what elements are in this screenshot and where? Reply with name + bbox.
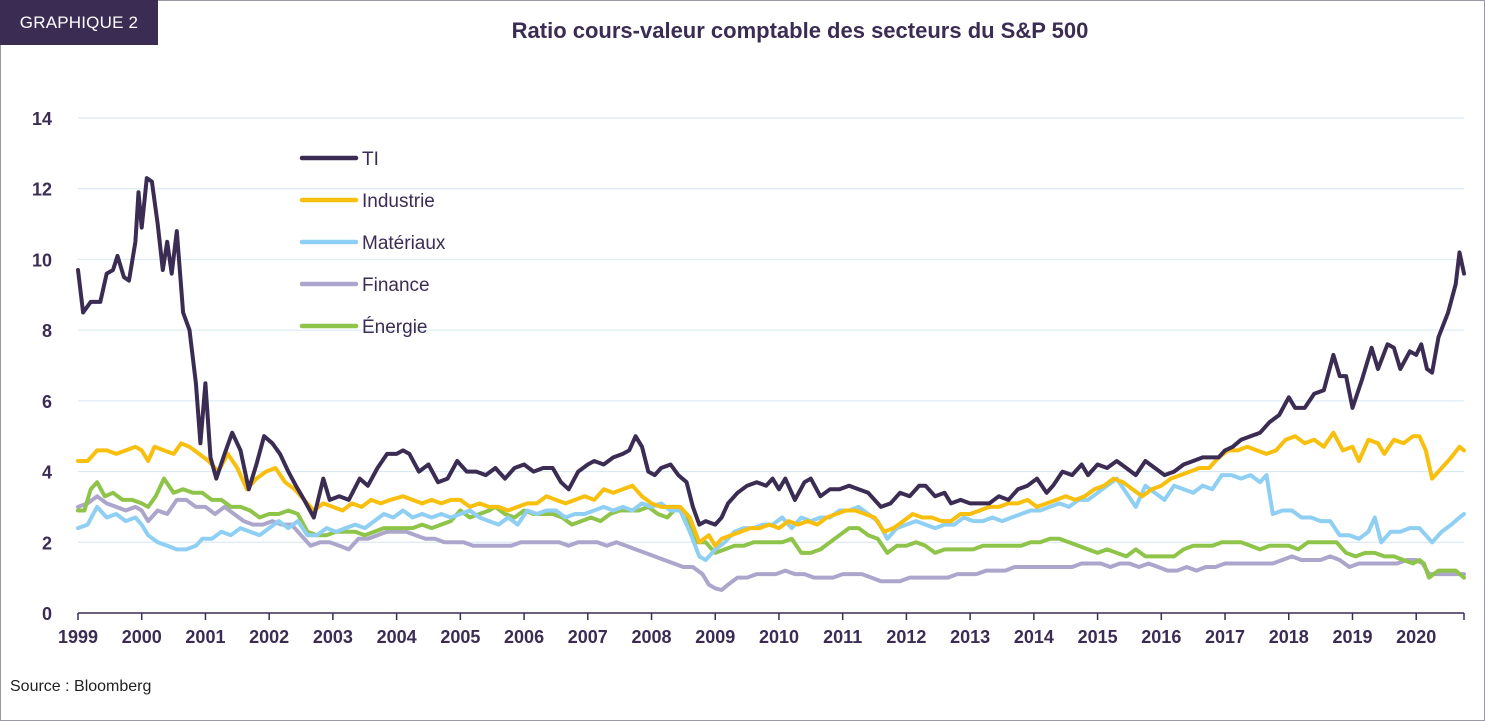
- grid-lines: [78, 117, 1464, 614]
- y-tick-label: 4: [42, 463, 52, 483]
- x-tick-label: 2008: [631, 627, 671, 647]
- x-tick-label: 2001: [185, 627, 225, 647]
- series-line-2: [76, 473, 1466, 562]
- x-tick-label: 2009: [695, 627, 735, 647]
- x-tick-label: 2019: [1332, 627, 1372, 647]
- source-note: Source : Bloomberg: [10, 678, 152, 695]
- x-axis-ticks: 1999 2000 2001 2002 2003 2004 2005 2006 2007 2008…: [58, 613, 1465, 647]
- series-line-3: [76, 494, 1466, 592]
- series-line-1: [76, 430, 1466, 548]
- x-tick-label: 2003: [313, 627, 353, 647]
- x-tick-label: 2018: [1269, 627, 1309, 647]
- x-tick-label: 2017: [1205, 627, 1245, 647]
- x-tick-label: 2002: [249, 627, 289, 647]
- x-tick-label: 2007: [568, 627, 608, 647]
- series-line-0: [76, 176, 1466, 527]
- y-tick-label: 6: [42, 392, 52, 412]
- x-tick-label: 2013: [950, 627, 990, 647]
- y-tick-label: 2: [42, 533, 52, 553]
- y-tick-label: 10: [32, 250, 52, 270]
- legend-label: Finance: [362, 275, 430, 296]
- legend-label: Matériaux: [362, 233, 446, 254]
- legend: TI Industrie Matériaux Finance Énergie: [299, 149, 446, 338]
- x-tick-label: 1999: [58, 627, 98, 647]
- x-tick-label: 2014: [1014, 627, 1054, 647]
- legend-label: Énergie: [362, 317, 428, 338]
- chart-title: Ratio cours-valeur comptable des secteur…: [511, 18, 1089, 43]
- figure-badge: GRAPHIQUE 2: [0, 0, 158, 45]
- x-tick-label: 2000: [122, 627, 162, 647]
- x-tick-label: 2005: [440, 627, 480, 647]
- legend-label: TI: [362, 149, 379, 170]
- x-tick-label: 2020: [1396, 627, 1436, 647]
- x-tick-label: 2010: [759, 627, 799, 647]
- y-tick-label: 14: [32, 109, 52, 129]
- y-tick-label: 0: [42, 604, 52, 624]
- x-tick-label: 2011: [823, 627, 862, 647]
- series-lines: [76, 176, 1466, 592]
- legend-label: Industrie: [362, 191, 435, 212]
- x-tick-label: 2016: [1141, 627, 1181, 647]
- y-axis-ticks: 0 2 4 6 8 10 12 14: [32, 109, 52, 624]
- y-tick-label: 12: [32, 180, 52, 200]
- y-tick-label: 8: [42, 321, 52, 341]
- x-tick-label: 2004: [377, 627, 417, 647]
- x-tick-label: 2006: [504, 627, 544, 647]
- x-tick-label: 2015: [1078, 627, 1118, 647]
- x-tick-label: 2012: [886, 627, 926, 647]
- series-line-4: [76, 476, 1466, 580]
